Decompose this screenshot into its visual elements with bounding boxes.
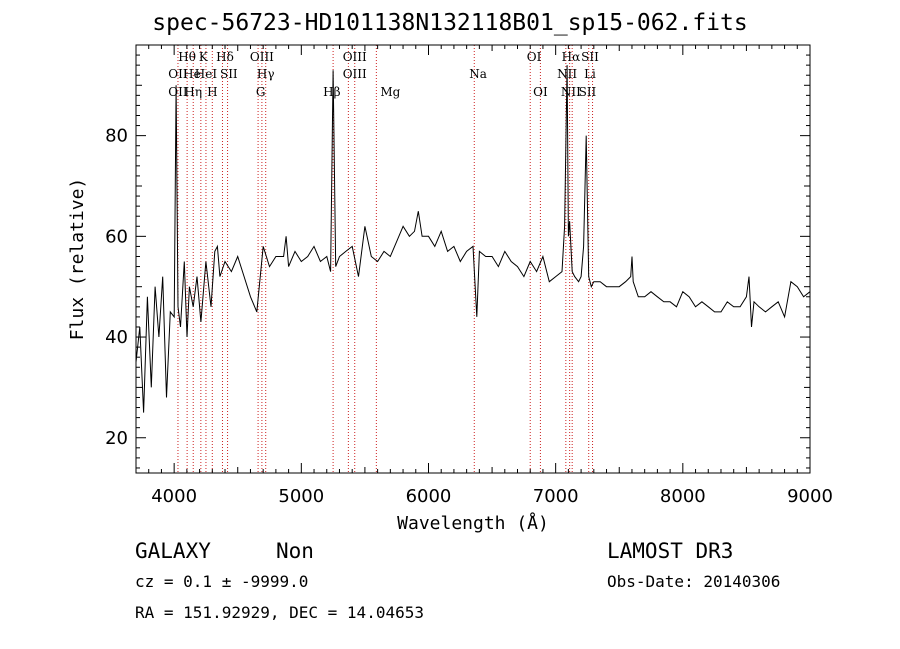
coordinates: RA = 151.92929, DEC = 14.04653	[135, 603, 424, 622]
object-subclass: Non	[276, 539, 314, 563]
line-label: Hδ	[216, 50, 234, 64]
line-label: OI	[533, 85, 548, 99]
line-label: SII	[220, 67, 238, 81]
line-label: Mg	[380, 85, 400, 99]
line-label: Li	[584, 67, 596, 81]
x-tick-label: 7000	[533, 486, 579, 507]
x-tick-label: 8000	[660, 486, 706, 507]
redshift-cz: cz = 0.1 ± -9999.0	[135, 572, 309, 591]
line-label: HeI	[195, 67, 218, 81]
line-label: Hη	[184, 85, 202, 99]
line-label: G	[256, 85, 266, 99]
y-axis-label: Flux (relative)	[67, 178, 88, 341]
line-label: NII	[561, 85, 581, 99]
x-axis-label: Wavelength (Å)	[397, 512, 549, 534]
line-label: OI	[527, 50, 542, 64]
survey-name: LAMOST DR3	[607, 539, 734, 563]
y-tick-label: 80	[105, 126, 128, 147]
line-label: H	[207, 85, 217, 99]
x-axis: 4000 5000 6000 7000 8000 9000	[135, 45, 833, 507]
line-label: Hα	[562, 50, 581, 64]
line-label: SII	[581, 50, 599, 64]
x-tick-label: 9000	[787, 486, 833, 507]
line-label: OIII	[343, 50, 367, 64]
line-label: Hγ	[257, 67, 275, 81]
spectrum-line	[135, 65, 811, 413]
y-tick-label: 40	[105, 327, 128, 348]
line-label: K	[199, 50, 209, 64]
line-label: OIII	[343, 67, 367, 81]
x-tick-label: 4000	[151, 486, 197, 507]
y-tick-label: 20	[105, 428, 128, 449]
object-class: GALAXY	[135, 539, 211, 563]
line-label: OII	[168, 85, 188, 99]
line-label: Hθ	[178, 50, 196, 64]
line-markers	[177, 45, 594, 473]
x-tick-label: 5000	[278, 486, 324, 507]
y-tick-label: 60	[105, 226, 128, 247]
line-label: Na	[469, 67, 487, 81]
chart-title: spec-56723-HD101138N132118B01_sp15-062.f…	[152, 10, 748, 36]
line-label: OIII	[250, 50, 274, 64]
line-label: OII	[168, 67, 188, 81]
line-label: He	[183, 67, 201, 81]
obs-date: Obs-Date: 20140306	[607, 572, 781, 591]
y-axis: 20 40 60 80	[105, 44, 810, 469]
plot-frame	[135, 44, 811, 474]
line-label: Hβ	[323, 85, 340, 99]
line-label: SII	[579, 85, 597, 99]
x-tick-label: 6000	[406, 486, 452, 507]
